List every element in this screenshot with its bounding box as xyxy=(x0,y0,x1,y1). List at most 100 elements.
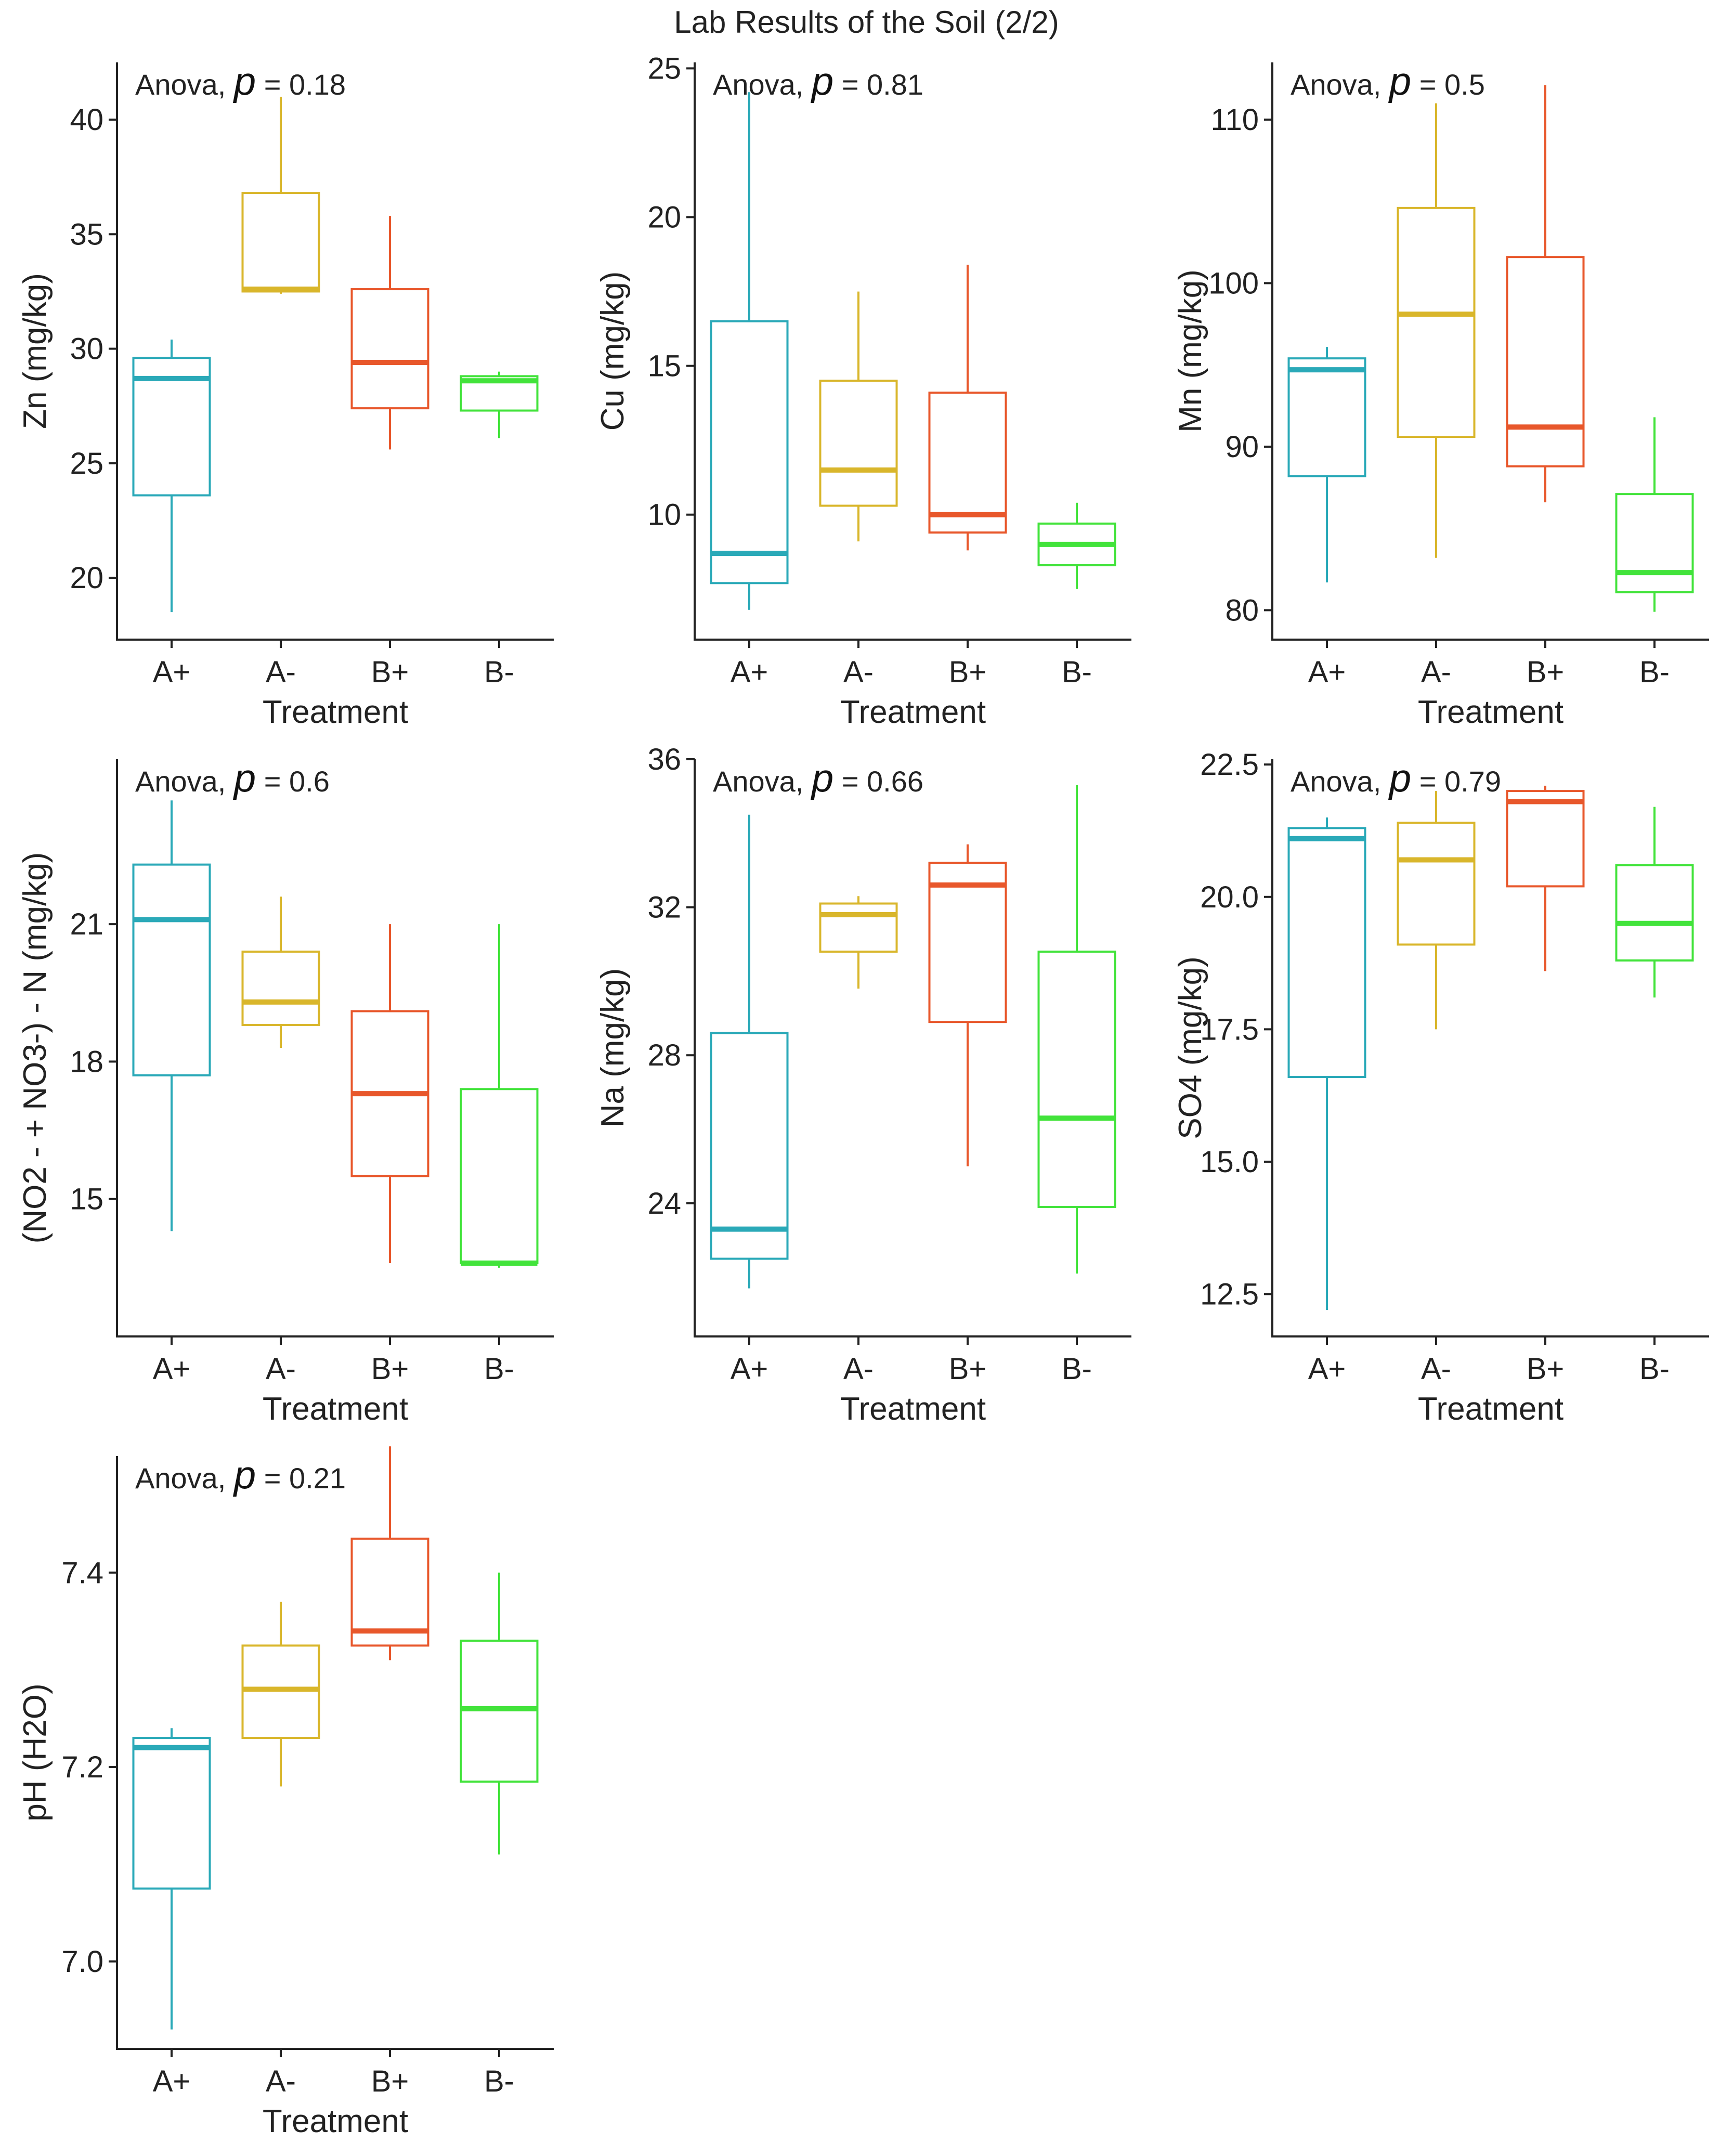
p-symbol: p xyxy=(1388,59,1411,103)
y-tick-label: 30 xyxy=(70,332,103,366)
box-iqr xyxy=(819,902,898,953)
anova-label: Anova, xyxy=(135,1462,234,1495)
box-b-plus xyxy=(1506,785,1585,971)
x-tick-label-b-plus: B+ xyxy=(1527,1352,1565,1386)
p-value: = 0.79 xyxy=(1411,765,1501,798)
box-iqr xyxy=(1037,951,1116,1208)
y-tick-label: 17.5 xyxy=(1200,1012,1259,1046)
x-tick-label-b-plus: B+ xyxy=(949,655,987,689)
y-tick-label: 35 xyxy=(70,217,103,251)
anova-annotation: Anova, p = 0.66 xyxy=(713,756,923,800)
x-tick-label-b-minus: B- xyxy=(1639,1352,1670,1386)
box-iqr xyxy=(132,863,211,1076)
box-iqr xyxy=(710,320,789,585)
x-axis-title: Treatment xyxy=(263,694,408,730)
x-tick-label-b-plus: B+ xyxy=(1527,655,1565,689)
x-tick-label-a-minus: A- xyxy=(266,2064,296,2098)
cu-boxplot: 10 15 20 25 Cu (mg/kg) A+ A- B+ B- Treatment Anova… xyxy=(595,51,1131,730)
box-b-plus xyxy=(1506,85,1585,502)
box-b-minus xyxy=(1615,417,1694,612)
y-tick-label: 20 xyxy=(647,201,681,235)
box-a-plus xyxy=(1287,347,1366,582)
box-iqr xyxy=(241,951,320,1026)
box-iqr xyxy=(132,1736,211,1890)
x-axis-title: Treatment xyxy=(840,1391,986,1427)
p-value: = 0.21 xyxy=(256,1462,346,1495)
x-axis-title: Treatment xyxy=(1418,1391,1563,1427)
x-axis-title: Treatment xyxy=(1418,694,1563,730)
y-tick-label: 40 xyxy=(70,103,103,137)
zn-boxplot: 20 25 30 35 40 Zn (mg/kg) A+ A- B+ B- Treatment Ano… xyxy=(17,59,554,730)
box-iqr xyxy=(1397,822,1476,946)
y-axis-title: Mn (mg/kg) xyxy=(1172,269,1208,432)
y-tick-label: 24 xyxy=(647,1187,681,1220)
box-iqr xyxy=(1287,827,1366,1079)
p-value: = 0.81 xyxy=(833,68,923,101)
figure-title: Lab Results of the Soil (2/2) xyxy=(674,5,1059,40)
x-tick-label-b-plus: B+ xyxy=(371,1352,409,1386)
anova-label: Anova, xyxy=(1291,68,1389,101)
box-b-plus xyxy=(350,1446,429,1660)
box-b-plus xyxy=(928,844,1007,1166)
x-tick-label-a-minus: A- xyxy=(266,655,296,689)
box-a-plus xyxy=(132,800,211,1231)
x-axis-title: Treatment xyxy=(263,2103,408,2139)
box-a-minus xyxy=(819,896,898,989)
box-b-plus xyxy=(928,265,1007,551)
x-tick-label-b-plus: B+ xyxy=(949,1352,987,1386)
box-b-minus xyxy=(1615,807,1694,998)
ph-boxplot: 7.0 7.2 7.4 pH (H2O) A+ A- B+ B- Treatment Anova,… xyxy=(17,1446,554,2139)
y-tick-label: 22.5 xyxy=(1200,748,1259,782)
anova-label: Anova, xyxy=(713,765,812,798)
box-iqr xyxy=(1506,256,1585,467)
y-tick-label: 12.5 xyxy=(1200,1278,1259,1311)
x-tick-label-a-plus: A+ xyxy=(1308,655,1346,689)
y-tick-label: 15 xyxy=(70,1183,103,1216)
y-tick-label: 32 xyxy=(647,891,681,925)
x-tick-label-b-plus: B+ xyxy=(371,2064,409,2098)
anova-annotation: Anova, p = 0.18 xyxy=(135,59,346,103)
x-tick-label-a-minus: A- xyxy=(1421,1352,1451,1386)
box-iqr xyxy=(460,1088,539,1265)
p-value: = 0.66 xyxy=(833,765,923,798)
box-iqr xyxy=(1615,493,1694,593)
box-iqr xyxy=(1615,864,1694,962)
y-tick-label: 18 xyxy=(70,1045,103,1079)
anova-annotation: Anova, p = 0.21 xyxy=(135,1453,346,1497)
anova-annotation: Anova, p = 0.79 xyxy=(1291,756,1501,800)
box-a-minus xyxy=(241,97,320,294)
box-a-minus xyxy=(241,897,320,1048)
p-symbol: p xyxy=(811,756,833,800)
y-axis-title: Na (mg/kg) xyxy=(595,968,631,1128)
y-tick-label: 28 xyxy=(647,1038,681,1072)
y-tick-label: 20.0 xyxy=(1200,880,1259,914)
x-tick-label-b-minus: B- xyxy=(1639,655,1670,689)
x-tick-label-a-minus: A- xyxy=(266,1352,296,1386)
box-b-minus xyxy=(1037,785,1116,1274)
anova-annotation: Anova, p = 0.5 xyxy=(1291,59,1485,103)
y-axis-title: SO4 (mg/kg) xyxy=(1172,956,1208,1139)
x-tick-label-b-minus: B- xyxy=(1062,1352,1092,1386)
box-iqr xyxy=(819,380,898,507)
box-b-minus xyxy=(460,924,539,1268)
x-tick-label-b-minus: B- xyxy=(484,2064,514,2098)
x-tick-label-a-plus: A+ xyxy=(731,655,768,689)
y-tick-label: 15.0 xyxy=(1200,1145,1259,1179)
na-boxplot: 24 28 32 36 Na (mg/kg) A+ A- B+ B- Treatment Anova… xyxy=(595,743,1131,1427)
y-tick-label: 100 xyxy=(1208,267,1259,301)
box-a-plus xyxy=(132,339,211,613)
x-axis-title: Treatment xyxy=(263,1391,408,1427)
anova-label: Anova, xyxy=(135,765,234,798)
p-value: = 0.6 xyxy=(256,765,330,798)
box-a-minus xyxy=(1397,791,1476,1030)
x-tick-label-a-plus: A+ xyxy=(153,655,191,689)
box-iqr xyxy=(350,288,429,410)
y-tick-label: 90 xyxy=(1225,430,1259,464)
x-tick-label-a-plus: A+ xyxy=(731,1352,768,1386)
box-b-plus xyxy=(350,924,429,1264)
x-tick-label-a-minus: A- xyxy=(843,1352,874,1386)
anova-label: Anova, xyxy=(713,68,812,101)
p-value: = 0.5 xyxy=(1411,68,1485,101)
y-tick-label: 25 xyxy=(70,447,103,480)
y-tick-label: 110 xyxy=(1211,103,1259,137)
